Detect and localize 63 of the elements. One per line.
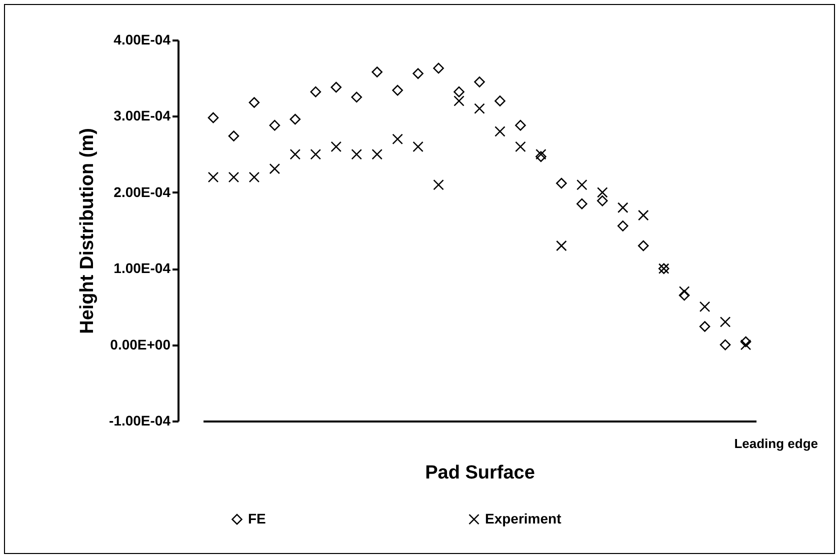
point [474,103,485,114]
point [248,97,260,108]
y-tick-label: 3.00E-04 [114,108,171,124]
y-tick-label: -1.00E-04 [109,412,171,428]
point [474,76,485,88]
point [290,114,301,125]
legend-label: Experiment [485,510,562,526]
y-tick-label: 2.00E-04 [114,184,171,200]
point [720,316,731,328]
point [454,96,464,106]
point [392,84,403,96]
point [269,120,280,131]
point [617,220,628,232]
point [720,339,731,350]
point [412,141,424,152]
point [494,126,506,137]
point [678,286,690,297]
point [310,148,322,160]
point [454,86,464,98]
point [556,178,567,189]
y-tick-label: 0.00E+00 [110,336,171,352]
y-axis-title: Height Distribution (m) [77,128,98,334]
point [576,198,588,210]
point [208,172,219,183]
text: Leading edge [734,436,818,451]
point [351,148,362,160]
point [536,151,546,162]
legend-label: FE [248,510,266,526]
point [494,96,506,106]
point [515,141,526,152]
point [678,290,690,301]
point [310,86,322,98]
point [576,179,588,190]
point [699,321,710,332]
x-axis-title: Pad Surface [425,462,535,484]
point [740,336,752,348]
point [536,148,546,160]
point [392,134,403,144]
y-tick-label: 4.00E-04 [114,32,171,48]
point [269,163,280,174]
point [330,82,342,93]
point [372,66,382,78]
point [248,172,260,183]
point [372,148,382,160]
point [617,202,628,214]
point [228,172,240,183]
point [290,148,301,160]
point [208,112,219,124]
point [412,68,424,79]
point [638,240,649,252]
point [515,120,526,131]
y-tick-label: 1.00E-04 [114,260,171,276]
point [596,187,608,198]
point [556,240,567,252]
point [330,141,342,152]
point [740,339,752,350]
point [351,92,362,103]
point [433,62,444,74]
point [638,210,649,221]
point [699,301,710,312]
point [228,130,240,142]
point [596,195,608,206]
point [433,179,444,190]
